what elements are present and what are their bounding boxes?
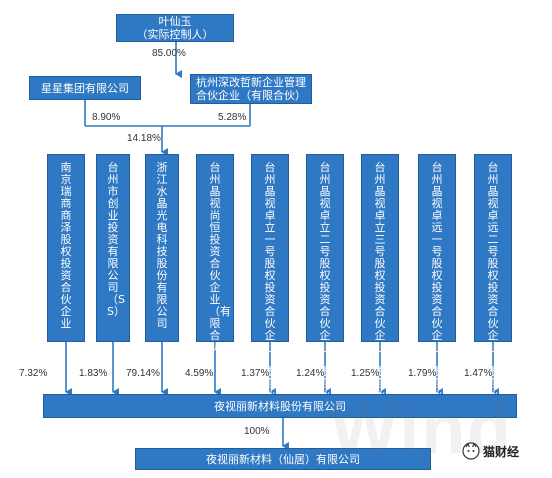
shareholder-pct: 1.47%	[464, 368, 493, 379]
subsidiary-company-name: 夜视丽新材料（仙居）有限公司	[206, 452, 360, 466]
shareholder-box: 台州晶视卓立一号股权投资合伙企业（有限合伙）	[251, 154, 289, 402]
shareholder-name: 南京瑞商商泽股权投资合伙企业	[60, 161, 72, 330]
edge-label-subsidiary: 100%	[244, 426, 270, 437]
shareholder-pct: 79.14%	[126, 368, 160, 379]
main-company-name: 夜视丽新材料股份有限公司	[214, 399, 346, 413]
shareholder-pct: 4.59%	[185, 368, 214, 379]
hangzhou-name-line2: 合伙企业（有限合伙）	[196, 89, 306, 102]
shareholder-name: 台州晶视卓远一号股权投资合伙企业（有限合伙）	[431, 161, 453, 402]
shareholder-box: 浙江水晶光电科技股份有限公司	[145, 154, 179, 342]
edge-label-top: 85.00%	[152, 48, 186, 59]
edge-label-xingxing: 8.90%	[92, 112, 121, 123]
wind-watermark: Wind	[330, 389, 514, 469]
cat-icon	[462, 442, 480, 460]
shareholder-name: 台州晶视卓立一号股权投资合伙企业（有限合伙）	[264, 161, 286, 402]
shareholder-box: 南京瑞商商泽股权投资合伙企业	[47, 154, 85, 342]
edge-label-hangzhou: 5.28%	[218, 112, 247, 123]
subsidiary-company-box: 夜视丽新材料（仙居）有限公司	[135, 448, 431, 470]
shareholder-box: 台州晶视卓立二号股权投资合伙企业（有限合伙）	[306, 154, 344, 402]
edge-label-combined: 14.18%	[127, 133, 161, 144]
shareholder-name: 台州晶视卓远二号股权投资合伙企业（有限合伙）	[487, 161, 509, 402]
xingxing-group-box: 星星集团有限公司	[29, 76, 141, 100]
top-owner-role: （实际控制人）	[136, 28, 214, 41]
shareholder-name: 台州晶视尚恒投资合伙企业（有限合伙）	[209, 161, 231, 354]
brand-name: 猫财经	[483, 444, 520, 459]
shareholder-pct: 7.32%	[19, 368, 48, 379]
xingxing-group-name: 星星集团有限公司	[41, 81, 129, 95]
shareholder-pct: 1.24%	[296, 368, 325, 379]
shareholder-name: 台州晶视卓立二号股权投资合伙企业（有限合伙）	[319, 161, 341, 402]
shareholder-box: 台州晶视卓远一号股权投资合伙企业（有限合伙）	[418, 154, 456, 402]
shareholder-box: 台州晶视卓立三号股权投资合伙企业（有限合伙）	[361, 154, 399, 402]
shareholder-box: 台州晶视尚恒投资合伙企业（有限合伙）	[196, 154, 234, 354]
shareholder-pct: 1.37%	[241, 368, 270, 379]
shareholder-pct: 1.79%	[408, 368, 437, 379]
top-owner-name: 叶仙玉	[158, 15, 192, 28]
shareholder-box: 台州晶视卓远二号股权投资合伙企业（有限合伙）	[474, 154, 512, 402]
hangzhou-partnership-box: 杭州深改哲新企业管理 合伙企业（有限合伙）	[190, 74, 312, 104]
shareholder-pct: 1.83%	[79, 368, 108, 379]
top-owner-box: 叶仙玉 （实际控制人）	[116, 14, 234, 42]
shareholder-box: 台州市创业投资有限公司（SS）	[96, 154, 130, 342]
shareholder-name: 台州晶视卓立三号股权投资合伙企业（有限合伙）	[374, 161, 396, 402]
brand-logo: 猫财经	[462, 442, 519, 460]
shareholder-pct: 1.25%	[351, 368, 380, 379]
shareholder-name: 台州市创业投资有限公司（SS）	[107, 161, 125, 318]
shareholder-name: 浙江水晶光电科技股份有限公司	[156, 161, 168, 330]
main-company-box: 夜视丽新材料股份有限公司	[43, 394, 517, 418]
hangzhou-name-line1: 杭州深改哲新企业管理	[196, 76, 306, 89]
